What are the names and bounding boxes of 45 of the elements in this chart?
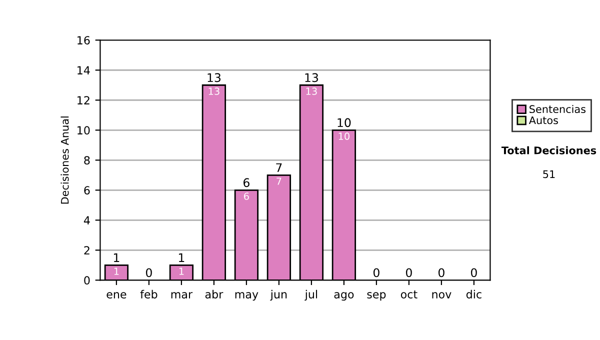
x-tick-label: mar — [171, 292, 193, 298]
y-axis-title: Decisiones Anual — [60, 116, 69, 204]
x-tick-label: nov — [432, 292, 452, 298]
data-label: 13 — [306, 88, 317, 95]
text: 51 — [543, 170, 555, 178]
legend-label: Autos — [528, 116, 558, 124]
x-tick-label: may — [235, 292, 258, 301]
y-tick-label: 0 — [84, 276, 90, 285]
total-label: 0 — [146, 268, 152, 278]
y-tick-label: 12 — [78, 96, 90, 104]
legend-label: Sentencias — [530, 105, 586, 114]
total-label: 7 — [276, 163, 282, 172]
x-tick-label: sep — [367, 292, 386, 301]
data-label: 13 — [208, 88, 220, 95]
y-tick-label: 10 — [78, 126, 90, 135]
x-tick-label: jun — [270, 290, 287, 301]
x-tick-label: ene — [106, 292, 126, 298]
total-label: 0 — [373, 268, 380, 278]
total-label: 13 — [305, 73, 318, 82]
x-tick-label: dic — [466, 290, 482, 298]
data-label: 7 — [276, 178, 282, 185]
data-label: 6 — [244, 192, 249, 200]
total-label: 1 — [114, 253, 120, 262]
data-label: 1 — [179, 268, 184, 275]
total-label: 10 — [338, 118, 351, 128]
total-label: 1 — [178, 253, 184, 262]
x-tick-label: abr — [205, 290, 224, 298]
x-tick-label: feb — [140, 290, 158, 298]
y-tick-label: 2 — [84, 246, 90, 254]
x-tick-label: jul — [304, 290, 318, 301]
y-tick-label: 8 — [84, 156, 90, 165]
y-tick-label: 16 — [78, 36, 90, 44]
y-tick-label: 14 — [78, 66, 90, 74]
y-tick-label: 6 — [84, 186, 90, 195]
total-label: 0 — [438, 268, 444, 278]
data-label: 10 — [338, 132, 350, 140]
text: Total Decisiones — [501, 146, 596, 154]
data-label: 1 — [114, 268, 119, 275]
total-label: 0 — [406, 268, 412, 278]
x-tick-label: ago — [334, 292, 354, 301]
total-label: 13 — [208, 73, 221, 82]
total-label: 0 — [470, 268, 477, 278]
total-label: 6 — [244, 178, 250, 188]
x-tick-label: oct — [400, 290, 418, 298]
y-tick-label: 4 — [84, 216, 90, 224]
